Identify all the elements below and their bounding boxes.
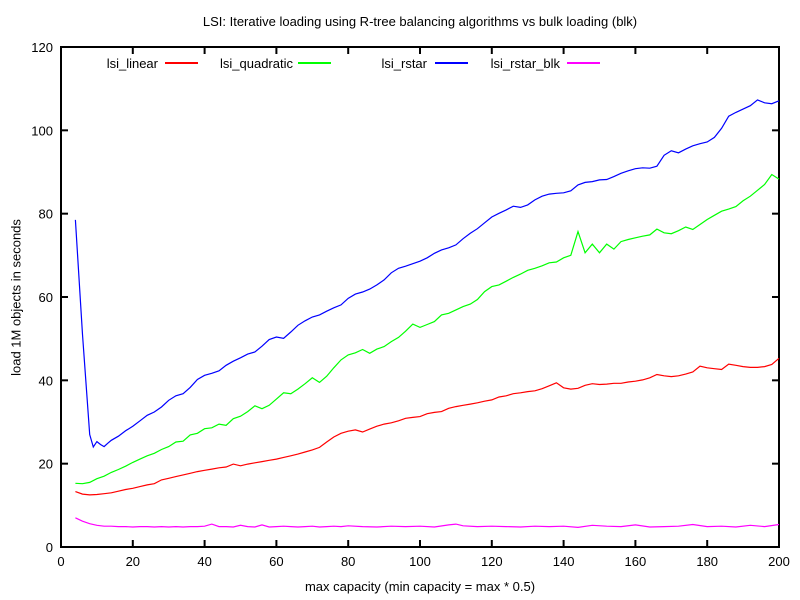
legend-label-lsi-linear: lsi_linear (106, 56, 158, 71)
x-tick-label: 80 (341, 554, 355, 569)
series-line-lsi_linear (75, 357, 780, 496)
chart-title: LSI: Iterative loading using R-tree bala… (202, 14, 638, 29)
x-tick-label: 100 (409, 554, 431, 569)
x-tick-label: 60 (269, 554, 283, 569)
series-line-lsi_rstar (74, 99, 780, 449)
series-line-lsi_quadratic (75, 173, 780, 485)
plot-frame (60, 46, 780, 548)
legend-line-sample-lsi-quadratic (298, 62, 331, 64)
x-tick-label: 140 (553, 554, 575, 569)
legend-label-lsi-rstar: lsi_rstar (381, 56, 427, 71)
legend-line-sample-lsi-rstar-blk (567, 62, 600, 64)
y-tick-label: 60 (39, 290, 53, 305)
y-tick-label: 100 (31, 123, 53, 138)
x-tick-label: 200 (768, 554, 790, 569)
legend-label-lsi-rstar-blk: lsi_rstar_blk (490, 56, 560, 71)
legend-line-sample-lsi-rstar (435, 62, 468, 64)
x-axis-label: max capacity (min capacity = max * 0.5) (304, 579, 536, 594)
y-tick-label: 0 (46, 540, 53, 555)
legend-label-lsi-quadratic: lsi_quadratic (220, 56, 293, 71)
y-axis-label: load 1M objects in seconds (8, 219, 24, 376)
x-tick-label: 160 (625, 554, 647, 569)
x-tick-label: 20 (126, 554, 140, 569)
x-tick-label: 0 (57, 554, 64, 569)
series-line-lsi_rstar_blk (75, 517, 780, 529)
y-tick-label: 120 (31, 40, 53, 55)
y-tick-label: 40 (39, 373, 53, 388)
x-tick-label: 120 (481, 554, 503, 569)
x-tick-label: 180 (696, 554, 718, 569)
x-tick-label: 40 (197, 554, 211, 569)
legend-line-sample-lsi-linear (165, 62, 198, 64)
y-tick-label: 80 (39, 207, 53, 222)
y-tick-label: 20 (39, 457, 53, 472)
